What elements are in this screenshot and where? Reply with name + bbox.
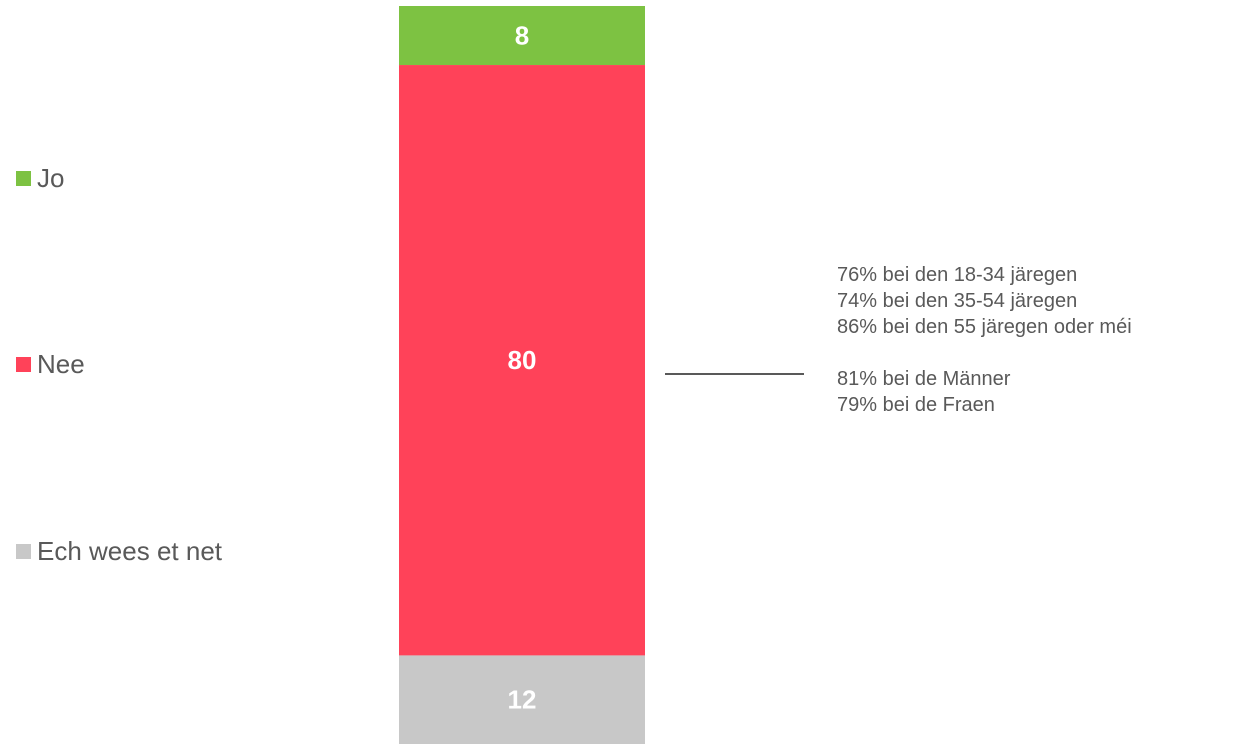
bar-segment-nee	[399, 65, 645, 656]
bar-segment-jo	[399, 6, 645, 66]
annotation-age-55-plus: 86% bei den 55 järegen oder méi	[837, 316, 1132, 338]
data-label-ech-wees-et-net: 12	[508, 685, 537, 715]
legend-swatch-jo	[16, 170, 31, 186]
annotation-age-35-54: 74% bei den 35-54 järegen	[837, 290, 1078, 312]
legend-item-jo: Jo	[16, 165, 64, 191]
annotation-block: 76% bei den 18-34 järegen 74% bei den 35…	[837, 262, 1132, 418]
legend-item-dont-know: Ech wees et net	[16, 538, 222, 564]
data-label-jo: 8	[515, 21, 529, 51]
legend-label-jo: Jo	[37, 163, 65, 193]
annotation-men: 81% bei de Männer	[837, 368, 1011, 390]
legend-label-nee: Nee	[37, 349, 85, 379]
legend-label-dont-know: Ech wees et net	[37, 536, 222, 566]
annotation-spacer	[837, 340, 1132, 366]
annotation-age-18-34: 76% bei den 18-34 järegen	[837, 264, 1078, 286]
legend-swatch-nee	[16, 356, 31, 372]
data-label-nee: 80	[508, 345, 537, 375]
legend-swatch-dont-know	[16, 543, 31, 559]
annotation-women: 79% bei de Fraen	[837, 394, 995, 416]
legend-item-nee: Nee	[16, 351, 85, 377]
bar-segment-ech-wees-et-net	[399, 655, 645, 744]
